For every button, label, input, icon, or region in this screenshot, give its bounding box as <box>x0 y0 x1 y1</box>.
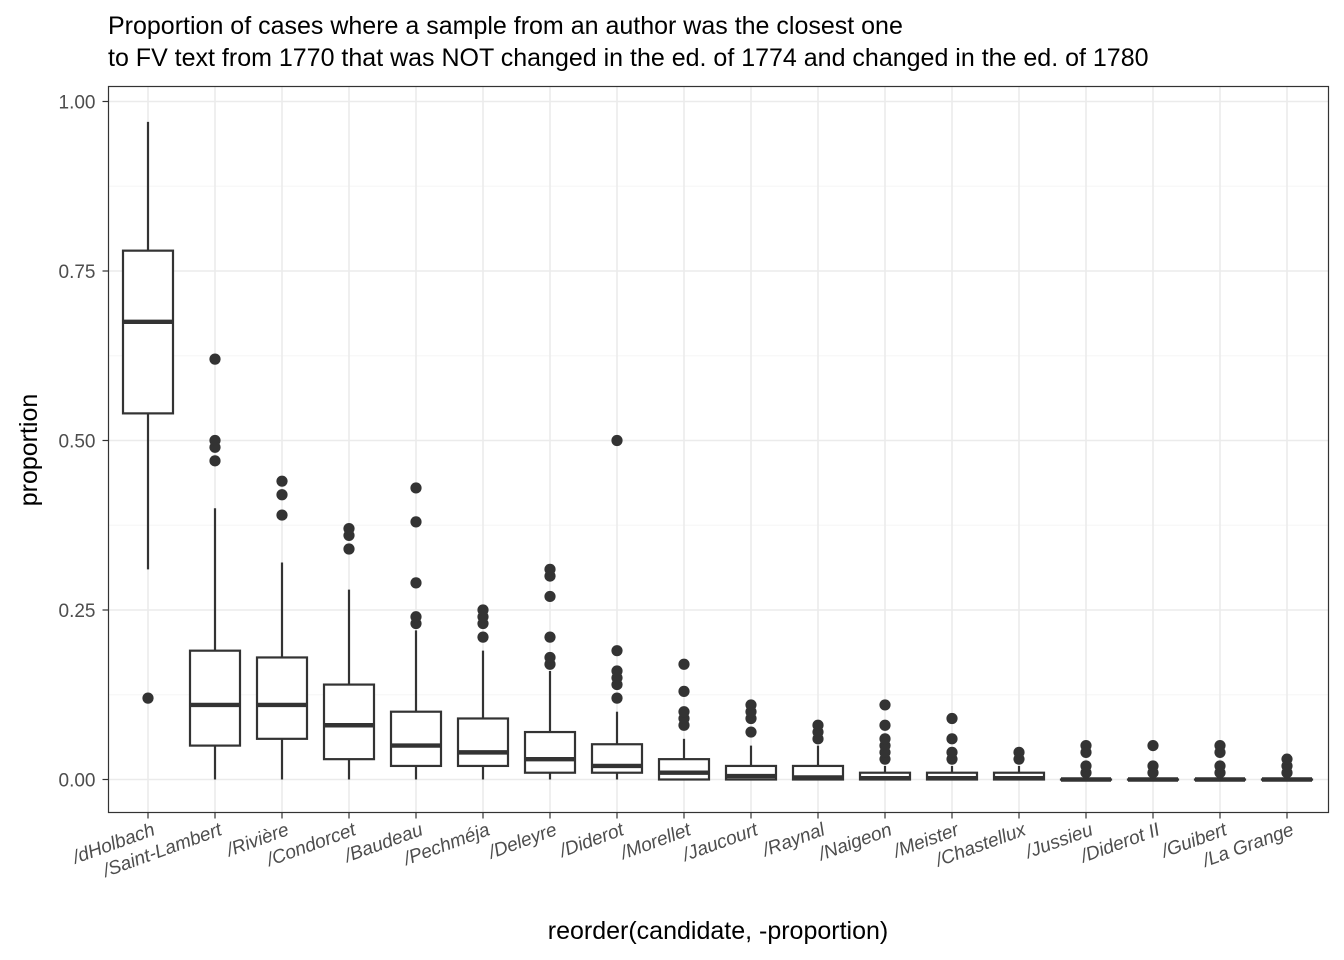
y-tick-label: 0.00 <box>59 771 96 792</box>
panel-background <box>108 86 1329 813</box>
outlier-point <box>879 719 891 731</box>
box-3 <box>255 475 309 780</box>
box-7 <box>523 563 577 780</box>
x-tick-label: /Naigeon <box>814 819 895 865</box>
box-body <box>188 649 242 747</box>
outlier-point <box>745 726 757 738</box>
outlier-point <box>1080 740 1092 752</box>
outlier-point <box>745 699 757 711</box>
chart-title-line-1: Proportion of cases where a sample from … <box>108 12 903 40</box>
x-tick-label: /Diderot <box>555 819 627 862</box>
box-10 <box>724 699 778 781</box>
outlier-point <box>343 523 355 535</box>
outlier-point <box>544 563 556 575</box>
box-6 <box>456 604 510 780</box>
y-tick-label: 0.50 <box>59 432 96 453</box>
outlier-point <box>209 455 221 467</box>
outlier-point <box>611 645 623 657</box>
y-axis-title: proportion <box>15 394 43 507</box>
box-body <box>523 730 577 774</box>
x-tick-label: /Morellet <box>616 819 694 865</box>
outlier-point <box>343 543 355 555</box>
outlier-point <box>678 658 690 670</box>
box-17 <box>1193 740 1247 782</box>
y-tick-label: 0.75 <box>59 262 96 283</box>
box-18 <box>1260 753 1314 782</box>
y-tick-label: 0.25 <box>59 601 96 622</box>
outlier-point <box>946 733 958 745</box>
box-body <box>657 758 711 781</box>
x-tick-label: /Deleyre <box>484 819 560 864</box>
y-tick-label: 1.00 <box>59 93 96 114</box>
outlier-point <box>611 692 623 704</box>
outlier-point <box>544 631 556 643</box>
box-body <box>389 710 443 768</box>
outlier-point <box>544 590 556 603</box>
outlier-point <box>678 706 690 718</box>
outlier-point <box>946 746 958 758</box>
outlier-point <box>544 651 556 664</box>
outlier-point <box>276 509 288 521</box>
outlier-point <box>477 631 489 643</box>
box-8 <box>590 434 644 780</box>
box-5 <box>389 482 443 780</box>
outlier-point <box>611 434 623 447</box>
box-body <box>121 249 175 415</box>
panel-border <box>107 85 1330 814</box>
outlier-point <box>410 516 422 528</box>
outlier-point <box>1281 753 1293 765</box>
box-body <box>590 743 644 774</box>
outlier-point <box>1080 760 1092 772</box>
outlier-point <box>879 699 891 711</box>
box-12 <box>858 699 912 781</box>
outlier-point <box>477 604 489 616</box>
box-13 <box>925 712 979 781</box>
box-body <box>255 656 309 740</box>
x-axis-title: reorder(candidate, -proportion) <box>548 917 888 945</box>
box-4 <box>322 523 376 780</box>
box-body <box>322 683 376 761</box>
outlier-point <box>1214 760 1226 772</box>
outlier-point <box>276 489 288 501</box>
outlier-point <box>209 434 221 447</box>
outlier-point <box>1147 760 1159 772</box>
outlier-point <box>879 733 891 745</box>
outlier-point <box>410 482 422 494</box>
box-15 <box>1059 740 1113 782</box>
box-2 <box>188 353 242 780</box>
x-tick-label: /Jaucourt <box>678 819 761 866</box>
boxes <box>121 121 1314 782</box>
outlier-point <box>1147 740 1159 752</box>
outlier-point <box>678 685 690 697</box>
x-tick-label: /Raynal <box>758 819 828 862</box>
outlier-point <box>611 665 623 677</box>
outlier-point <box>1214 740 1226 752</box>
outlier-point <box>812 719 824 731</box>
box-14 <box>992 746 1046 781</box>
box-body <box>456 717 510 768</box>
box-11 <box>791 719 845 781</box>
outlier-point <box>410 611 422 623</box>
outlier-point <box>276 475 288 487</box>
outlier-point <box>209 353 221 365</box>
chart-title-line-2: to FV text from 1770 that was NOT change… <box>108 44 1149 72</box>
outlier-point <box>142 692 154 704</box>
outlier-point <box>946 712 958 725</box>
outlier-point <box>410 577 422 589</box>
box-9 <box>657 658 711 781</box>
box-16 <box>1126 740 1180 782</box>
outlier-point <box>1013 746 1025 758</box>
box-1 <box>121 121 175 704</box>
